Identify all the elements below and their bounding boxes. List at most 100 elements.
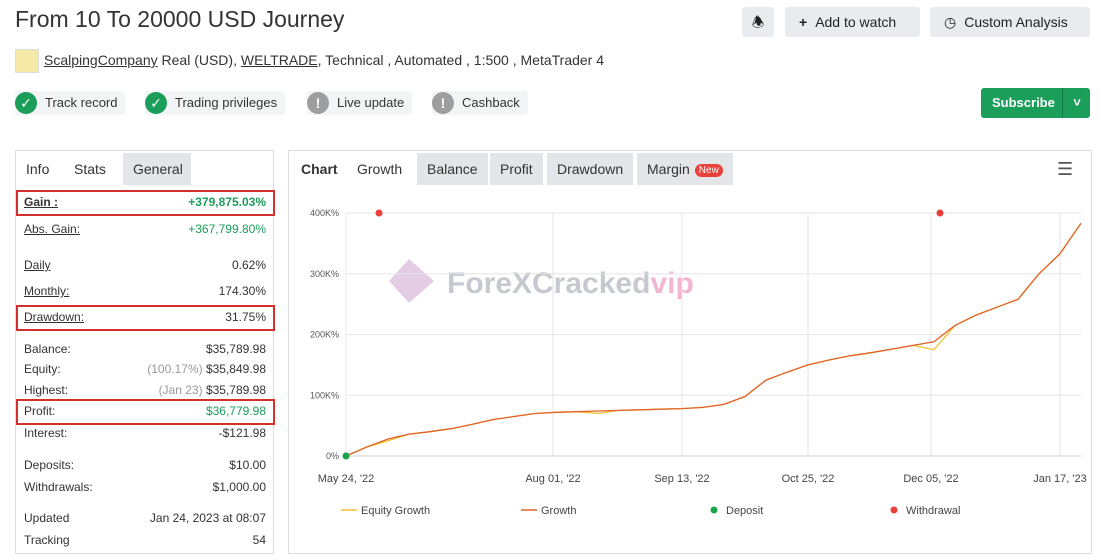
- chart-tab[interactable]: Chart: [301, 161, 338, 177]
- analysis-label: Custom Analysis: [964, 14, 1068, 30]
- stats-panel: Info Stats General Gain : +379,875.03% Abs. G…: [15, 150, 275, 554]
- stat-label: Profit:: [24, 404, 56, 418]
- stat-label: Daily: [24, 258, 51, 272]
- stat-row: Equity: (100.17%) $35,849.98: [24, 360, 266, 378]
- x-tick-label: Dec 05, '22: [903, 473, 958, 485]
- y-tick-label: 200K%: [310, 330, 339, 340]
- stat-value-wrap: $36,779.98: [206, 402, 266, 420]
- chart-tab[interactable]: Margin New: [637, 153, 733, 185]
- legend-swatch: [890, 506, 898, 514]
- stat-note: (Jan 23): [158, 383, 203, 397]
- y-tick-label: 300K%: [310, 269, 339, 279]
- stat-label: Deposits:: [24, 458, 75, 472]
- stat-row: Updated Jan 24, 2023 at 08:07: [24, 509, 266, 527]
- stat-value-wrap: 174.30%: [219, 282, 266, 300]
- settings-icon[interactable]: ☰: [1057, 159, 1074, 179]
- stat-value-wrap: $10.00: [229, 456, 266, 474]
- subscribe-button[interactable]: Subscribe ˅: [981, 88, 1090, 118]
- badge: ! Live update: [307, 91, 413, 115]
- badge-text: Live update: [337, 95, 405, 110]
- legend-label: Withdrawal: [906, 505, 960, 517]
- watch-label: Add to watch: [815, 14, 897, 30]
- stat-row: Deposits: $10.00: [24, 456, 266, 474]
- author-link[interactable]: ScalpingCompany: [44, 52, 158, 68]
- stat-row: Abs. Gain: +367,799.80%: [24, 220, 266, 238]
- series-line: [345, 222, 1082, 457]
- chart-tab[interactable]: Growth: [357, 161, 403, 177]
- stat-value: $1,000.00: [212, 480, 266, 494]
- badge: ! Cashback: [432, 91, 528, 115]
- stat-row: Profit: $36,779.98: [24, 402, 266, 420]
- stat-value: 174.30%: [218, 284, 266, 298]
- stat-value: $36,779.98: [205, 404, 266, 418]
- badge-text: Cashback: [462, 95, 520, 110]
- stat-row: Tracking 54: [24, 531, 266, 549]
- deposit-marker: [342, 452, 350, 460]
- legend-label: Equity Growth: [361, 505, 430, 517]
- stat-row: Monthly: 174.30%: [24, 282, 266, 300]
- stat-row: Gain : +379,875.03%: [24, 193, 266, 211]
- stat-label: Interest:: [24, 426, 68, 440]
- stat-label: Monthly:: [24, 284, 70, 298]
- y-tick-label: 400K%: [310, 208, 339, 218]
- badge-text: Trading privileges: [175, 95, 278, 110]
- highlight-box: [16, 399, 275, 425]
- stats-tab[interactable]: Stats: [74, 161, 106, 177]
- chart-tab[interactable]: Profit: [490, 153, 543, 185]
- stat-value-wrap: $1,000.00: [213, 478, 266, 496]
- chart-tab[interactable]: Drawdown: [547, 153, 634, 185]
- stat-value: +367,799.80%: [188, 222, 266, 236]
- chart-tab[interactable]: Balance: [417, 153, 488, 185]
- stat-row: Interest: -$121.98: [24, 424, 266, 442]
- stat-label: Drawdown:: [24, 310, 85, 324]
- chart-panel: ForeXCrackedvip 0% 100K% 200K% 300K% 400K% May…: [288, 150, 1092, 554]
- stat-row: Highest: (Jan 23) $35,789.98: [24, 381, 266, 399]
- badge-icon: ✓: [15, 92, 37, 114]
- stat-value: $10.00: [229, 458, 266, 472]
- broker-link[interactable]: WELTRADE: [240, 52, 318, 68]
- x-tick-label: Jan 17, '23: [1033, 473, 1086, 485]
- stat-label: Abs. Gain:: [24, 222, 81, 236]
- stat-label: Updated: [24, 511, 70, 525]
- stat-value: $35,849.98: [205, 362, 266, 376]
- stat-value-wrap: (100.17%) $35,849.98: [147, 360, 266, 378]
- stat-label: Equity:: [24, 362, 61, 376]
- stats-tab[interactable]: Info: [26, 161, 50, 177]
- watermark-logo: [389, 259, 434, 303]
- legend-label: Deposit: [726, 505, 763, 517]
- stat-value: $35,789.98: [205, 383, 266, 397]
- legend-label: Growth: [541, 505, 576, 517]
- stat-value-wrap: 31.75%: [225, 308, 266, 326]
- stat-value-wrap: (Jan 23) $35,789.98: [159, 381, 266, 399]
- x-tick-label: Oct 25, '22: [782, 473, 835, 485]
- stat-value-wrap: -$121.98: [219, 424, 266, 442]
- stat-row: Balance: $35,789.98: [24, 340, 266, 358]
- stat-label: Tracking: [24, 533, 70, 547]
- author-logo: [15, 49, 39, 73]
- legend-swatch: [710, 506, 718, 514]
- badge-text: Track record: [45, 95, 118, 110]
- stat-value-wrap: 0.62%: [232, 256, 266, 274]
- notify-button[interactable]: 🕭: [742, 7, 774, 37]
- badge: ✓ Track record: [15, 91, 126, 115]
- series-line: [345, 222, 1082, 457]
- stats-tab[interactable]: General: [123, 153, 191, 185]
- stat-value: $35,789.98: [205, 342, 266, 356]
- meta-line: ScalpingCompany Real (USD), WELTRADE, Te…: [44, 52, 604, 68]
- highlight-box: [16, 190, 275, 216]
- new-badge: New: [694, 163, 723, 177]
- analysis-button[interactable]: ◷ Custom Analysis: [930, 7, 1090, 37]
- stat-value-wrap: Jan 24, 2023 at 08:07: [150, 509, 266, 527]
- stat-label: Highest:: [24, 383, 69, 397]
- stat-value-wrap: +379,875.03%: [188, 193, 266, 211]
- x-tick-label: Sep 13, '22: [654, 473, 709, 485]
- stat-value: -$121.98: [218, 426, 266, 440]
- stat-value: 54: [252, 533, 266, 547]
- watermark-accent: vip: [650, 267, 693, 300]
- watch-button[interactable]: + Add to watch: [785, 7, 920, 37]
- stat-value: Jan 24, 2023 at 08:07: [149, 511, 266, 525]
- watermark-text: ForeXCracked: [447, 267, 650, 300]
- stat-value: 0.62%: [231, 258, 266, 272]
- badge-icon: !: [432, 92, 454, 114]
- badge-icon: ✓: [145, 92, 167, 114]
